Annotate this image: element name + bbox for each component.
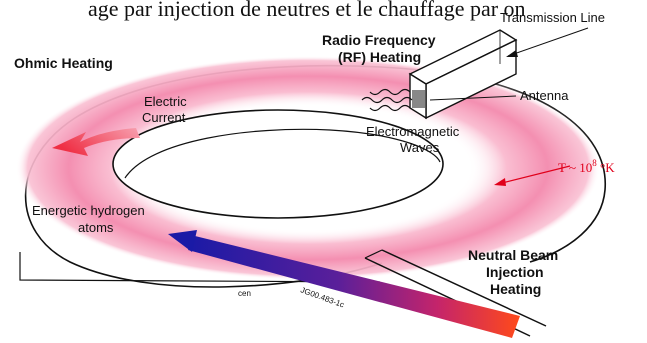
torus-inner-wall bbox=[124, 128, 441, 179]
neutral-beam bbox=[168, 230, 520, 338]
electric-current-label-2: Current bbox=[142, 110, 186, 125]
beam-arrowhead bbox=[168, 230, 197, 252]
nbi-label-2: Injection bbox=[486, 264, 544, 280]
rf-heating-label-1: Radio Frequency bbox=[322, 32, 436, 48]
energetic-hydrogen-label-1: Energetic hydrogen bbox=[32, 203, 145, 218]
lower-port-line bbox=[19, 252, 381, 283]
temperature-unit: °K bbox=[597, 160, 615, 175]
temperature-prefix: T ~ 10 bbox=[558, 160, 592, 175]
electric-current-label-1: Electric bbox=[144, 94, 187, 109]
rf-heating-label-2: (RF) Heating bbox=[338, 49, 421, 65]
temperature-label: T ~ 108 °K bbox=[558, 158, 615, 175]
torus-inner-hole bbox=[112, 109, 444, 219]
nbi-label-3: Heating bbox=[490, 281, 541, 297]
antenna-label: Antenna bbox=[520, 88, 569, 103]
transmission-line-arrow bbox=[506, 27, 589, 57]
em-waves-label-1: Electromagnetic bbox=[366, 124, 460, 139]
beam-body bbox=[188, 236, 520, 338]
ohmic-heating-label: Ohmic Heating bbox=[14, 55, 113, 71]
torus bbox=[16, 56, 606, 288]
small-mark: cen bbox=[238, 289, 251, 298]
electric-current-arrow bbox=[52, 128, 140, 156]
rf-antenna-box bbox=[408, 29, 518, 120]
energetic-hydrogen-label-2: atoms bbox=[78, 220, 114, 235]
em-waves bbox=[361, 88, 413, 112]
temperature-exponent: 8 bbox=[592, 158, 597, 168]
em-waves-label-2: Waves bbox=[400, 140, 440, 155]
transmission-line-label: Transmission Line bbox=[500, 10, 605, 25]
antenna-pointer bbox=[429, 95, 517, 101]
top-caption: age par injection de neutres et le chauf… bbox=[88, 0, 526, 21]
nbi-label-1: Neutral Beam bbox=[468, 247, 558, 263]
temperature-arrow bbox=[494, 165, 571, 186]
